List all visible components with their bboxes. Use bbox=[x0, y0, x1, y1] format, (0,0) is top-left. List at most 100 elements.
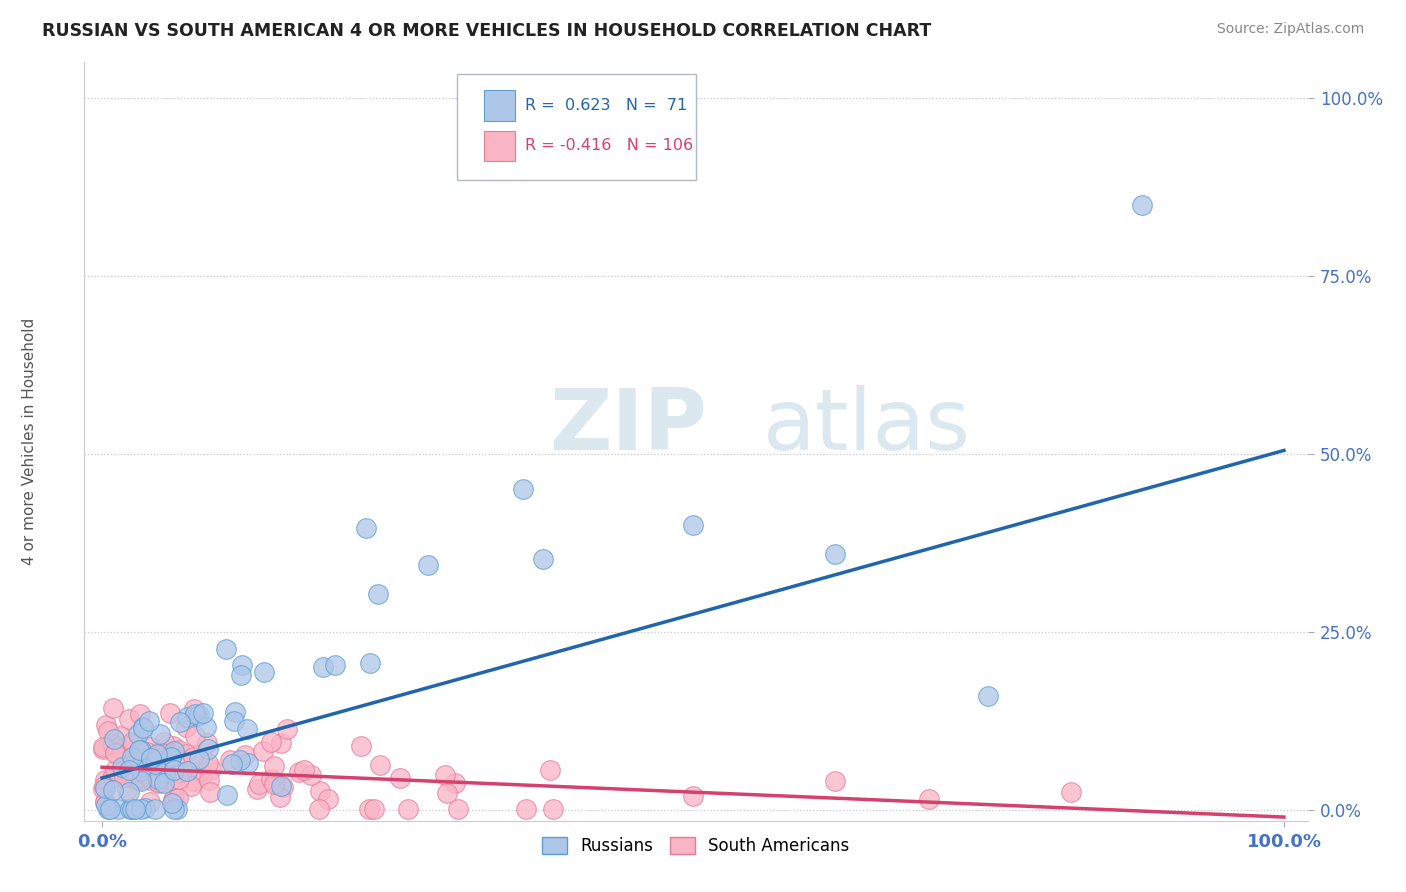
Point bbox=[100, 772, 122, 786]
Point bbox=[288, 764, 311, 779]
Point bbox=[93, 772, 115, 787]
Point bbox=[97, 802, 120, 816]
Point bbox=[91, 742, 114, 756]
Point bbox=[316, 792, 339, 806]
Point bbox=[236, 756, 259, 770]
Point bbox=[103, 731, 125, 746]
Point bbox=[129, 802, 152, 816]
Point bbox=[245, 782, 267, 797]
Point bbox=[1130, 198, 1153, 212]
Point bbox=[153, 734, 176, 748]
FancyBboxPatch shape bbox=[457, 74, 696, 180]
Point bbox=[148, 776, 170, 790]
Point bbox=[97, 724, 120, 739]
Point bbox=[104, 746, 127, 760]
Point bbox=[121, 802, 143, 816]
Point bbox=[174, 720, 197, 734]
Point bbox=[142, 758, 165, 772]
Point bbox=[236, 722, 259, 736]
Point bbox=[93, 795, 115, 809]
Point bbox=[183, 702, 205, 716]
Point bbox=[131, 743, 153, 757]
Point bbox=[183, 773, 205, 788]
Point bbox=[184, 707, 207, 722]
Point bbox=[308, 802, 330, 816]
Point bbox=[181, 749, 204, 764]
Point bbox=[174, 747, 197, 761]
Point bbox=[270, 779, 292, 793]
Point bbox=[247, 777, 270, 791]
Point bbox=[104, 763, 127, 777]
Point bbox=[167, 790, 190, 805]
Point bbox=[128, 706, 150, 721]
Point bbox=[354, 521, 377, 535]
Text: ZIP: ZIP bbox=[550, 384, 707, 468]
Point bbox=[101, 737, 124, 751]
Point bbox=[141, 772, 163, 787]
Point bbox=[444, 776, 467, 790]
Point bbox=[184, 729, 207, 743]
Point bbox=[111, 760, 134, 774]
Point bbox=[112, 751, 135, 765]
Point bbox=[136, 745, 159, 759]
Point bbox=[160, 772, 183, 787]
Point bbox=[141, 751, 163, 765]
Point bbox=[219, 754, 242, 768]
Point bbox=[233, 748, 256, 763]
Point bbox=[132, 721, 155, 735]
Point bbox=[187, 707, 209, 722]
Point bbox=[515, 802, 537, 816]
Point bbox=[163, 790, 186, 805]
Point bbox=[121, 749, 143, 764]
Point bbox=[350, 739, 373, 754]
Point bbox=[122, 736, 145, 750]
Point bbox=[323, 658, 346, 673]
Point bbox=[134, 767, 156, 781]
Point bbox=[186, 709, 208, 723]
Point bbox=[138, 714, 160, 729]
Point bbox=[682, 518, 704, 533]
Point bbox=[103, 700, 125, 714]
Point bbox=[416, 558, 439, 573]
Point bbox=[312, 659, 335, 673]
Point bbox=[357, 802, 380, 816]
Point bbox=[91, 782, 114, 797]
Point bbox=[252, 744, 274, 758]
Text: atlas: atlas bbox=[763, 384, 972, 468]
Point bbox=[155, 766, 177, 780]
Point bbox=[121, 802, 143, 816]
Text: R = -0.416   N = 106: R = -0.416 N = 106 bbox=[524, 138, 693, 153]
Point bbox=[104, 745, 127, 759]
Point bbox=[163, 802, 186, 816]
Point bbox=[292, 763, 315, 777]
Point bbox=[253, 665, 276, 679]
Bar bbox=[484, 130, 515, 161]
Point bbox=[197, 736, 219, 750]
Text: Source: ZipAtlas.com: Source: ZipAtlas.com bbox=[1216, 22, 1364, 37]
Point bbox=[121, 735, 143, 749]
Point bbox=[98, 802, 121, 816]
Point bbox=[224, 705, 246, 719]
Point bbox=[107, 802, 129, 816]
Point bbox=[136, 758, 159, 772]
Point bbox=[94, 781, 117, 796]
Point bbox=[512, 482, 534, 496]
Point bbox=[198, 772, 221, 787]
Point bbox=[110, 729, 132, 743]
Point bbox=[195, 720, 218, 734]
Point bbox=[176, 710, 198, 724]
Point bbox=[169, 766, 191, 780]
Point bbox=[128, 743, 150, 757]
Point bbox=[215, 642, 238, 657]
Point bbox=[163, 744, 186, 758]
Point bbox=[115, 740, 138, 755]
Point bbox=[139, 796, 162, 810]
Point bbox=[263, 777, 285, 791]
Point bbox=[222, 714, 245, 728]
Point bbox=[94, 797, 117, 812]
Point bbox=[100, 736, 122, 750]
Point bbox=[200, 784, 222, 798]
Legend: Russians, South Americans: Russians, South Americans bbox=[536, 830, 856, 862]
Point bbox=[125, 761, 148, 775]
Point bbox=[138, 739, 160, 754]
